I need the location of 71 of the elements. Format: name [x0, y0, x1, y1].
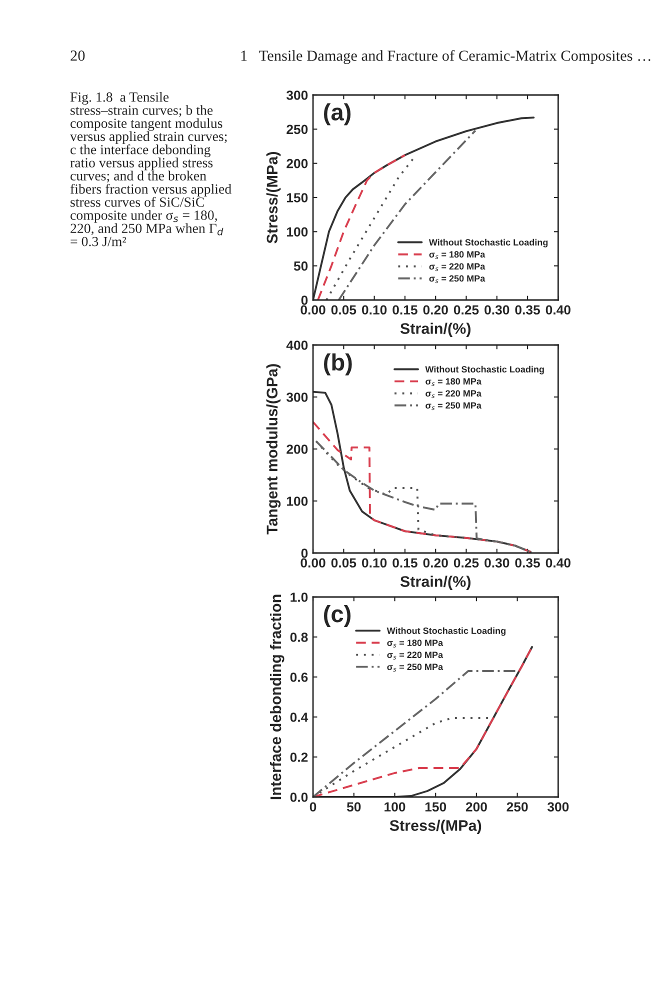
- x-tick-label: 0.00: [300, 558, 326, 568]
- x-tick-label: 0.25: [454, 558, 479, 568]
- x-tick-label: 0.20: [423, 558, 448, 568]
- legend-label: σ$_{s}$ = 250 MPa: [429, 275, 486, 284]
- y-tick-label: 300: [286, 90, 308, 100]
- x-tick-label: 0.00: [300, 305, 326, 315]
- legend-label: σ$_{s}$ = 220 MPa: [429, 263, 486, 272]
- text: 20: [70, 50, 85, 61]
- y-tick-label: 50: [294, 261, 308, 271]
- y-tick-label: 200: [286, 444, 308, 454]
- legend-label: σ$_{s}$ = 180 MPa: [387, 640, 444, 648]
- x-tick-label: 0.10: [362, 558, 387, 568]
- legend-label: σ$_{s}$ = 220 MPa: [426, 390, 482, 398]
- x-tick-label: 0.40: [546, 558, 570, 568]
- y-tick-label: 0.0: [290, 792, 308, 802]
- x-tick-label: 0.15: [392, 305, 418, 315]
- y-tick-label: 200: [286, 158, 308, 168]
- text: Fig. 1.8 a Tensile stress–strain curves; b the composite tangent modulus versus applied strain curves; c the interface debonding ratio versus applied stress curves; and d the broken fibers fraction versus applied stress curves of SiC/SiC composite under σ$_{s}$ = 180, 220, and 250 MPa when Γ$_{d}$ = 0.3 J/m²: [70, 92, 232, 246]
- y-tick-label: 250: [286, 124, 308, 134]
- y-tick-label: 0: [301, 296, 308, 305]
- text: 1 Tensile Damage and Fracture of Ceramic-Matrix Composites …: [241, 50, 650, 64]
- x-tick-label: 300: [547, 802, 569, 812]
- legend-label: σ$_{s}$ = 220 MPa: [387, 652, 444, 660]
- legend-label: Without Stochastic Loading: [428, 238, 548, 248]
- x-tick-label: 50: [346, 802, 361, 812]
- y-axis-title: Interface debonding fraction: [270, 594, 284, 800]
- y-tick-label: 0.6: [290, 672, 308, 682]
- x-axis-title: Strain/(%): [400, 322, 470, 337]
- x-tick-label: 0.05: [331, 305, 356, 315]
- x-axis-title: Strain/(%): [400, 576, 470, 590]
- y-tick-label: 300: [286, 392, 308, 402]
- x-tick-label: 150: [425, 802, 446, 812]
- y-tick-label: 0: [301, 548, 308, 558]
- x-tick-label: 0.35: [515, 558, 540, 568]
- x-tick-label: 0.20: [423, 305, 448, 315]
- y-tick-label: 100: [286, 496, 308, 506]
- y-tick-label: 400: [286, 340, 308, 350]
- x-tick-label: 0.15: [392, 558, 418, 568]
- x-axis-title: Stress/(MPa): [390, 820, 482, 834]
- y-axis-title: Tangent modulus/(GPa): [266, 364, 281, 534]
- x-tick-label: 100: [384, 802, 406, 812]
- y-tick-label: 0.2: [290, 752, 308, 762]
- x-tick-label: 0.40: [546, 305, 570, 315]
- x-tick-label: 0.25: [454, 305, 479, 315]
- line-series: [315, 440, 532, 553]
- line-series: [313, 646, 533, 797]
- x-tick-label: 0: [310, 802, 316, 812]
- legend-label: Without Stochastic Loading: [386, 627, 506, 636]
- y-tick-label: 100: [286, 227, 308, 237]
- x-tick-label: 0.30: [484, 305, 510, 315]
- y-axis-title: Stress/(MPa): [266, 152, 281, 244]
- x-tick-label: 200: [466, 802, 487, 812]
- y-tick-label: 150: [286, 193, 308, 202]
- x-tick-label: 0.35: [515, 305, 540, 315]
- legend-label: σ$_{s}$ = 180 MPa: [426, 378, 482, 386]
- legend-label: σ$_{s}$ = 250 MPa: [387, 664, 444, 672]
- annotation: (a): [324, 103, 351, 126]
- line-series: [316, 154, 406, 300]
- legend-label: σ$_{s}$ = 180 MPa: [429, 251, 486, 260]
- x-tick-label: 0.10: [362, 305, 387, 315]
- line-series: [313, 420, 532, 553]
- annotation: (c): [324, 605, 351, 628]
- x-tick-label: 0.30: [484, 558, 510, 568]
- y-tick-label: 0.4: [290, 712, 308, 722]
- legend-label: σ$_{s}$ = 250 MPa: [426, 402, 482, 410]
- annotation: (b): [324, 353, 352, 376]
- y-tick-label: 0.8: [290, 632, 308, 642]
- legend-label: Without Stochastic Loading: [425, 366, 544, 374]
- x-tick-label: 250: [506, 802, 528, 812]
- x-tick-label: 0.05: [331, 558, 356, 568]
- y-tick-label: 1.0: [290, 592, 308, 602]
